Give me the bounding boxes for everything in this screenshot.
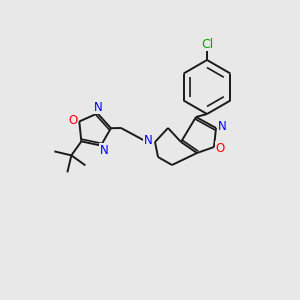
Text: N: N <box>94 101 103 114</box>
Text: O: O <box>69 114 78 127</box>
Text: N: N <box>218 121 226 134</box>
Text: N: N <box>144 134 152 148</box>
Text: Cl: Cl <box>201 38 213 50</box>
Text: O: O <box>215 142 225 154</box>
Text: N: N <box>100 144 108 157</box>
